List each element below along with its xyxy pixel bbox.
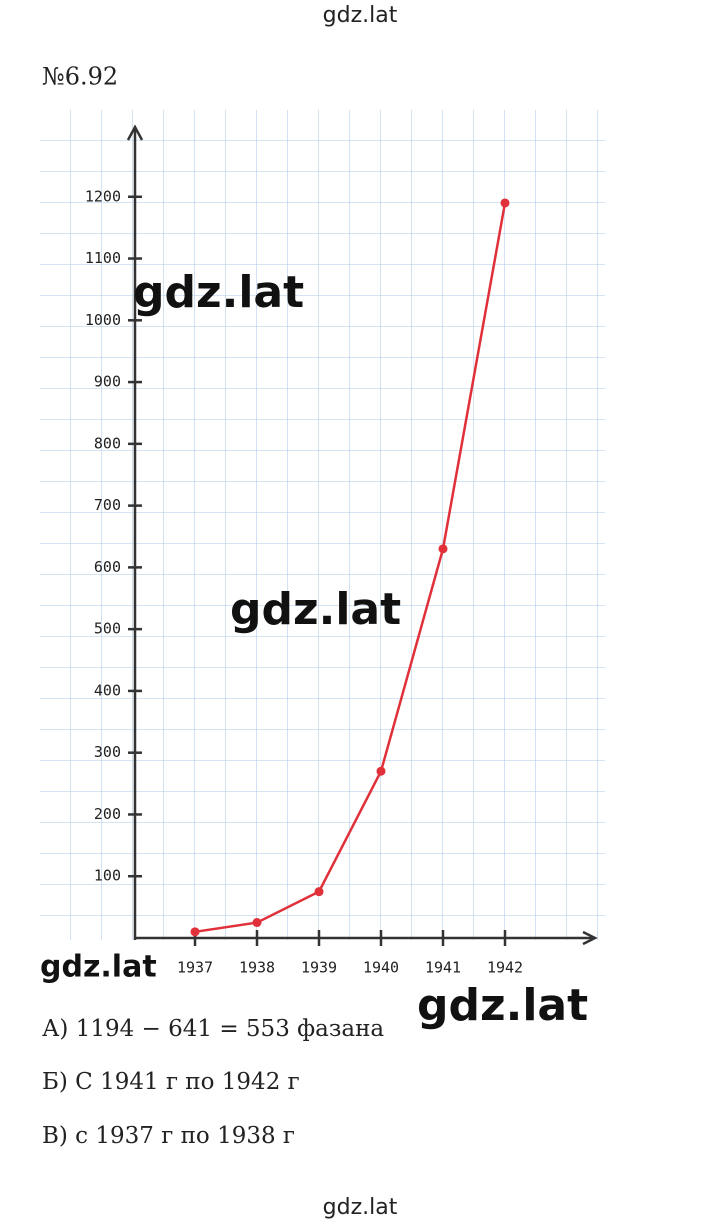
data-point [314,887,324,897]
answer: Б) С 1941 г по 1942 г [42,1069,300,1095]
problem-number: №6.92 [42,63,118,91]
data-point [190,927,200,937]
x-tick-label: 1939 [301,959,337,977]
x-tick-label: 1941 [425,959,461,977]
watermark-bg [36,948,156,988]
y-tick-label: 500 [94,620,121,638]
x-tick-label: 1942 [487,959,523,977]
answer: А) 1194 − 641 = 553 фазана [42,1016,384,1042]
data-line [194,202,507,934]
x-tick-label: 1937 [177,959,213,977]
grid-paper [40,110,605,940]
answer: В) с 1937 г по 1938 г [42,1123,295,1149]
y-tick-label: 200 [94,805,121,823]
y-tick-label: 1200 [85,187,121,205]
watermark: gdz.lat [230,584,401,635]
site-footer: gdz.lat [323,1195,398,1220]
x-axis-arrow [582,930,598,946]
data-point [438,544,448,554]
data-point [500,198,510,208]
data-point [376,766,386,776]
chart: 100 200 300 400 500 600 700 800 900 1000 1100 1200 1… [85,124,598,977]
y-tick-label: 400 [94,681,121,699]
y-tick-label: 600 [94,558,121,576]
y-tick-label: 300 [94,743,121,761]
y-axis-arrow [126,124,144,141]
watermark: gdz.lat [417,980,588,1031]
y-tick-label: 1000 [85,311,121,329]
watermark: gdz.lat [40,950,157,985]
y-tick-label: 1100 [85,249,121,267]
y-tick-label: 800 [94,434,121,452]
x-tick-label: 1938 [239,959,275,977]
x-tick-label: 1940 [363,959,399,977]
y-tick-label: 700 [94,496,121,514]
y-tick-label: 900 [94,373,121,391]
watermark: gdz.lat [133,267,304,318]
data-point [252,918,262,928]
y-tick-label: 100 [94,867,121,885]
site-header: gdz.lat [323,3,398,28]
